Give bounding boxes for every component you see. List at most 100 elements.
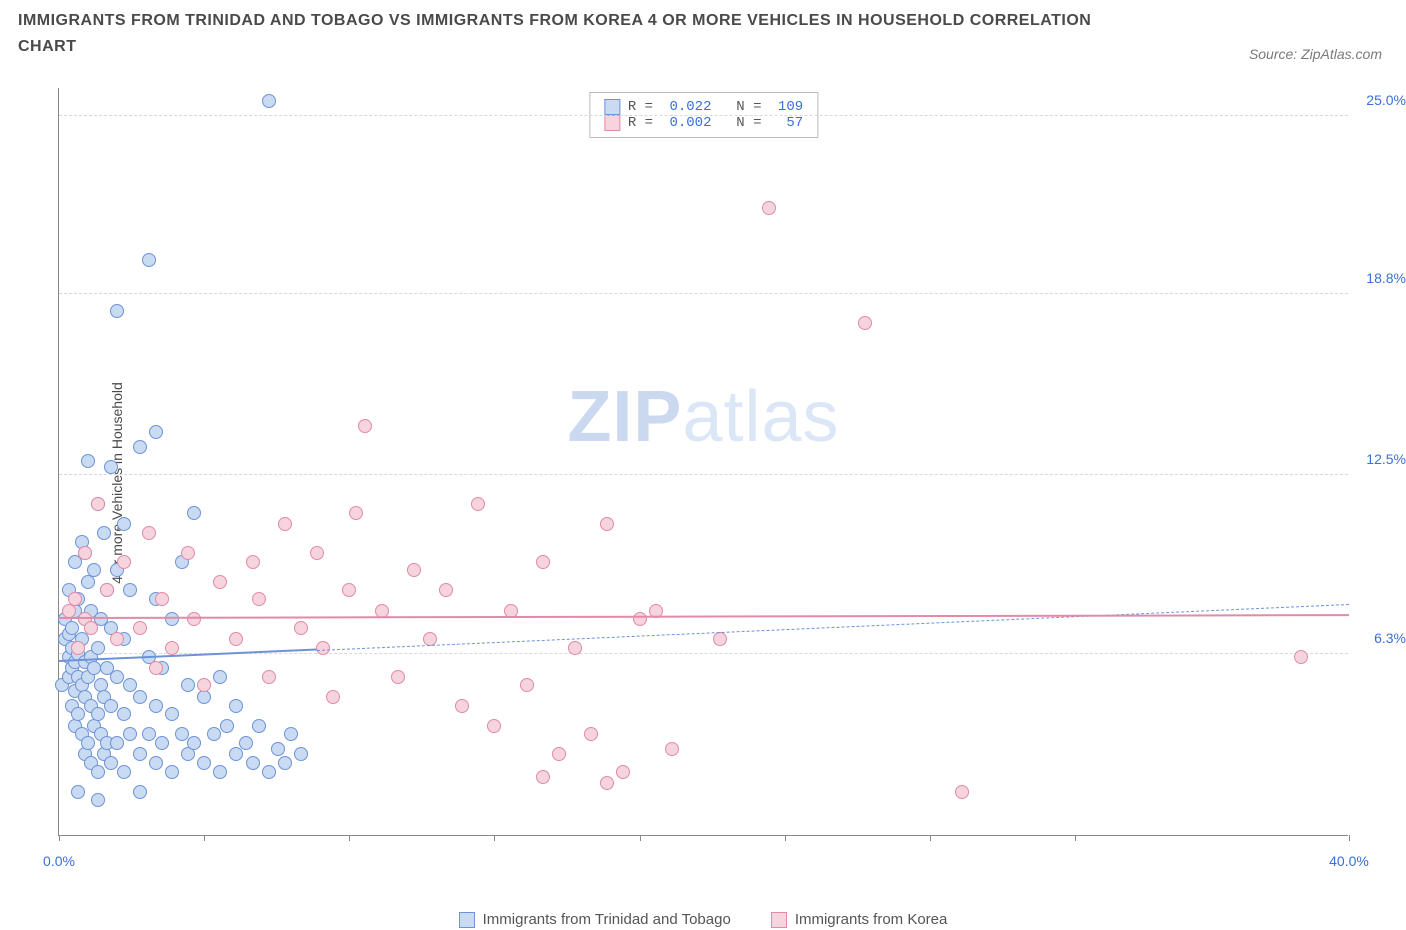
scatter-point [87,563,101,577]
trend-line [317,604,1349,651]
scatter-point [187,506,201,520]
scatter-point [568,641,582,655]
scatter-point [665,742,679,756]
legend-item: Immigrants from Trinidad and Tobago [459,911,731,928]
scatter-point [123,583,137,597]
scatter-point [91,765,105,779]
scatter-point [110,736,124,750]
scatter-point [187,612,201,626]
scatter-point [471,497,485,511]
scatter-point [239,736,253,750]
legend-item: Immigrants from Korea [771,911,948,928]
scatter-point [117,707,131,721]
scatter-point [262,765,276,779]
x-tick [930,835,931,841]
scatter-point [71,641,85,655]
scatter-point [165,707,179,721]
scatter-point [349,506,363,520]
scatter-point [294,747,308,761]
scatter-point [278,517,292,531]
scatter-point [294,621,308,635]
scatter-point [117,517,131,531]
scatter-point [117,555,131,569]
gridline [59,474,1348,475]
scatter-point [149,699,163,713]
scatter-point [78,546,92,560]
x-tick [349,835,350,841]
scatter-point [104,460,118,474]
scatter-point [213,765,227,779]
scatter-point [100,583,114,597]
scatter-point [165,765,179,779]
scatter-point [762,201,776,215]
scatter-point [262,670,276,684]
scatter-point [955,785,969,799]
scatter-point [181,546,195,560]
scatter-point [552,747,566,761]
scatter-point [123,727,137,741]
scatter-point [197,678,211,692]
scatter-point [142,526,156,540]
scatter-point [252,719,266,733]
x-tick [785,835,786,841]
scatter-point [142,253,156,267]
scatter-point [391,670,405,684]
scatter-point [407,563,421,577]
scatter-point [104,756,118,770]
scatter-point [104,699,118,713]
scatter-point [858,316,872,330]
scatter-point [110,670,124,684]
scatter-point [165,612,179,626]
scatter-point [142,727,156,741]
scatter-point [262,94,276,108]
trend-line [59,614,1349,619]
scatter-point [117,765,131,779]
scatter-point [133,690,147,704]
scatter-point [358,419,372,433]
scatter-point [600,776,614,790]
x-tick [204,835,205,841]
scatter-point [229,699,243,713]
scatter-point [246,756,260,770]
x-tick [59,835,60,841]
x-tick [640,835,641,841]
scatter-point [91,497,105,511]
scatter-point [616,765,630,779]
scatter-point [133,785,147,799]
y-tick-label: 6.3% [1374,630,1406,646]
scatter-point [97,526,111,540]
scatter-point [133,440,147,454]
scatter-point [110,304,124,318]
source-label: Source: ZipAtlas.com [1249,46,1382,62]
legend-series: Immigrants from Trinidad and Tobago Immig… [0,911,1406,928]
scatter-point [165,641,179,655]
scatter-point [81,454,95,468]
scatter-point [91,707,105,721]
scatter-point [91,641,105,655]
scatter-point [713,632,727,646]
scatter-point [326,690,340,704]
scatter-point [149,756,163,770]
scatter-point [155,592,169,606]
legend-label: Immigrants from Trinidad and Tobago [483,911,731,928]
scatter-point [133,747,147,761]
scatter-point [155,736,169,750]
x-tick [1349,835,1350,841]
scatter-point [246,555,260,569]
scatter-point [110,632,124,646]
scatter-point [536,770,550,784]
x-tick [1075,835,1076,841]
scatter-point [584,727,598,741]
legend-swatch [771,912,787,928]
y-tick-label: 18.8% [1366,270,1406,286]
x-tick-label: 0.0% [43,853,75,869]
scatter-point [181,678,195,692]
scatter-point [149,425,163,439]
scatter-point [278,756,292,770]
scatter-point [220,719,234,733]
scatter-point [600,517,614,531]
legend-swatch [604,115,620,131]
scatter-point [536,555,550,569]
legend-swatch [459,912,475,928]
legend-stat-row: R = 0.022 N = 109 [604,99,803,115]
